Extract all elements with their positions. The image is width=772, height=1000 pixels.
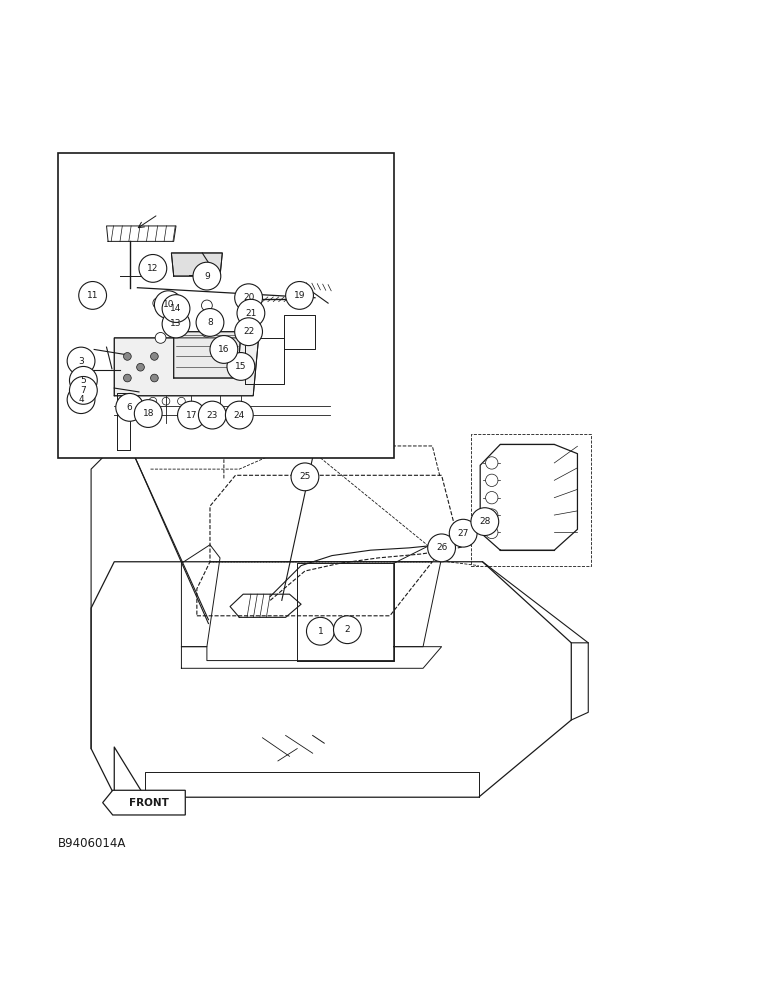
Circle shape (237, 299, 265, 327)
Text: 1: 1 (317, 627, 323, 636)
Text: 7: 7 (80, 386, 86, 395)
Text: 14: 14 (171, 304, 181, 313)
Text: 11: 11 (87, 291, 98, 300)
Text: 16: 16 (218, 345, 229, 354)
Circle shape (210, 336, 238, 363)
Circle shape (124, 353, 131, 360)
FancyBboxPatch shape (58, 153, 394, 458)
Circle shape (162, 295, 190, 322)
Circle shape (137, 363, 144, 371)
Text: 26: 26 (436, 543, 447, 552)
Circle shape (486, 492, 498, 504)
Circle shape (193, 262, 221, 290)
Circle shape (227, 353, 255, 380)
Text: 18: 18 (143, 409, 154, 418)
Circle shape (139, 255, 167, 282)
Circle shape (334, 616, 361, 644)
Circle shape (486, 526, 498, 539)
Text: 27: 27 (458, 529, 469, 538)
Circle shape (201, 300, 212, 311)
Circle shape (178, 401, 205, 429)
Text: 20: 20 (243, 293, 254, 302)
Circle shape (235, 284, 262, 312)
Circle shape (151, 353, 158, 360)
Text: 17: 17 (186, 411, 197, 420)
Text: 3: 3 (78, 357, 84, 366)
Text: 5: 5 (80, 376, 86, 385)
Circle shape (67, 386, 95, 414)
Polygon shape (114, 338, 259, 396)
Text: 8: 8 (207, 318, 213, 327)
Polygon shape (171, 253, 222, 276)
Circle shape (116, 393, 144, 421)
Circle shape (286, 282, 313, 309)
Circle shape (249, 300, 260, 311)
Circle shape (486, 509, 498, 521)
Text: 19: 19 (294, 291, 305, 300)
Text: 28: 28 (479, 517, 490, 526)
Circle shape (151, 374, 158, 382)
Text: 12: 12 (147, 264, 158, 273)
Circle shape (306, 617, 334, 645)
Circle shape (471, 508, 499, 536)
Circle shape (249, 326, 260, 337)
Circle shape (486, 457, 498, 469)
Circle shape (162, 310, 190, 338)
Text: 10: 10 (163, 300, 174, 309)
Circle shape (79, 282, 107, 309)
Text: B9406014A: B9406014A (58, 837, 127, 850)
Text: 9: 9 (204, 272, 210, 281)
Text: 24: 24 (234, 411, 245, 420)
Circle shape (124, 374, 131, 382)
Polygon shape (174, 332, 241, 378)
Circle shape (449, 519, 477, 547)
Circle shape (153, 298, 164, 309)
Circle shape (201, 326, 212, 337)
Circle shape (235, 318, 262, 346)
Circle shape (225, 401, 253, 429)
Text: 13: 13 (171, 319, 181, 328)
Circle shape (155, 332, 166, 343)
Text: 4: 4 (78, 395, 84, 404)
Circle shape (291, 463, 319, 491)
Circle shape (486, 474, 498, 486)
Text: 25: 25 (300, 472, 310, 481)
Text: 2: 2 (344, 625, 350, 634)
Circle shape (428, 534, 455, 562)
Circle shape (198, 401, 226, 429)
Circle shape (154, 291, 182, 319)
Circle shape (69, 366, 97, 394)
Text: FRONT: FRONT (129, 798, 169, 808)
Text: 22: 22 (243, 327, 254, 336)
Text: 6: 6 (127, 403, 133, 412)
Circle shape (67, 347, 95, 375)
Circle shape (69, 376, 97, 404)
Text: 21: 21 (245, 309, 256, 318)
Circle shape (134, 400, 162, 427)
Text: 23: 23 (207, 411, 218, 420)
Polygon shape (103, 790, 185, 815)
Circle shape (196, 309, 224, 336)
Text: 15: 15 (235, 362, 246, 371)
